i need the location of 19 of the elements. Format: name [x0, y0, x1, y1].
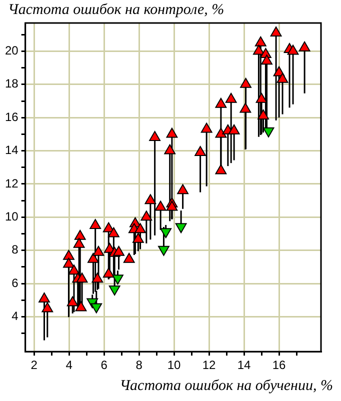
y-tick-label: 16: [4, 110, 19, 124]
x-axis-title: Частота ошибок на обучении, %: [120, 378, 333, 395]
x-tick-label: 6: [100, 358, 108, 372]
x-tick-label: 14: [237, 358, 252, 372]
x-tick-label: 16: [272, 358, 286, 372]
x-tick-label: 12: [202, 358, 216, 372]
x-tick-label: 8: [136, 358, 143, 372]
x-tick-label: 4: [66, 358, 73, 372]
y-tick-label: 4: [12, 309, 19, 324]
y-tick-label: 12: [4, 176, 19, 190]
y-tick-label: 6: [12, 276, 19, 290]
y-tick-label: 20: [4, 44, 19, 58]
y-tick-label: 10: [4, 209, 19, 224]
y-tick-label: 18: [4, 76, 19, 91]
x-tick-label: 2: [30, 358, 38, 372]
x-tick-label: 10: [167, 358, 182, 372]
y-axis-title: Частота ошибок на контроле, %: [8, 2, 224, 19]
y-tick-label: 14: [4, 143, 19, 158]
y-tick-label: 8: [12, 242, 19, 257]
